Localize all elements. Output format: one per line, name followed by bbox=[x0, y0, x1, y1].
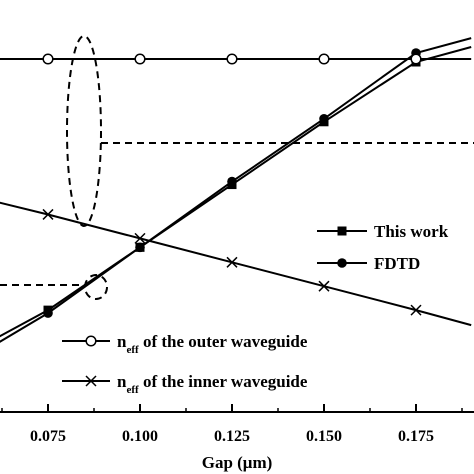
series-3-point-4 bbox=[318, 280, 330, 292]
x-tick-label-1: 0.100 bbox=[122, 428, 158, 445]
series-3-point-4-stroke-b bbox=[318, 280, 330, 292]
series-3-point-5 bbox=[410, 304, 422, 316]
series-3-point-2-stroke-b bbox=[134, 232, 146, 244]
annotation-ellipse-outer bbox=[66, 35, 102, 227]
legend-inner-label-main: n bbox=[117, 372, 127, 391]
x-tick-label-4: 0.175 bbox=[398, 428, 434, 445]
x-tick-label-3: 0.150 bbox=[306, 428, 342, 445]
series-3-point-2 bbox=[134, 232, 146, 244]
series-2-point-3 bbox=[226, 53, 238, 65]
legend-outer-marker bbox=[85, 335, 97, 347]
series-1-point-4 bbox=[319, 113, 329, 124]
legend-outer-label-sub: eff bbox=[126, 344, 139, 356]
legend-this-work-marker bbox=[337, 226, 347, 236]
series-3-point-3 bbox=[226, 256, 238, 268]
series-2-point-2 bbox=[134, 53, 146, 65]
legend-fdtd-marker bbox=[337, 258, 347, 268]
legend-inner-label-sub: eff bbox=[126, 384, 139, 396]
legend-inner-marker bbox=[85, 375, 97, 387]
legend-outer-label-rest: of the outer waveguide bbox=[139, 332, 308, 351]
series-2-point-1 bbox=[42, 53, 54, 65]
annotation-leader-outer bbox=[100, 131, 474, 144]
legend-this-work-label: This work bbox=[374, 222, 449, 241]
legend-outer-label-main: n bbox=[117, 332, 127, 351]
series-3-point-1 bbox=[42, 208, 54, 220]
series-1-point-2 bbox=[135, 242, 145, 253]
series-2-point-4 bbox=[318, 53, 330, 65]
series-2-point-5 bbox=[410, 53, 422, 65]
series-3-point-1-stroke-b bbox=[42, 208, 54, 220]
series-3-point-5-stroke-b bbox=[410, 304, 422, 316]
legend-inner-marker-stroke-b bbox=[85, 375, 97, 387]
series-1-point-1 bbox=[43, 308, 53, 318]
annotation-ellipse-inner bbox=[84, 274, 108, 300]
x-tick-label-2: 0.125 bbox=[214, 428, 250, 445]
legend-fdtd-label: FDTD bbox=[374, 254, 420, 273]
x-axis-title: Gap (μm) bbox=[202, 453, 273, 472]
legend-inner-label: neff of the inner waveguide bbox=[117, 372, 308, 396]
legend-inner-label-rest: of the inner waveguide bbox=[139, 372, 308, 391]
series-3-point-3-stroke-b bbox=[226, 256, 238, 268]
series-1-point-3 bbox=[227, 176, 237, 187]
x-tick-label-0: 0.075 bbox=[30, 428, 66, 445]
legend-outer-label: neff of the outer waveguide bbox=[117, 332, 308, 356]
